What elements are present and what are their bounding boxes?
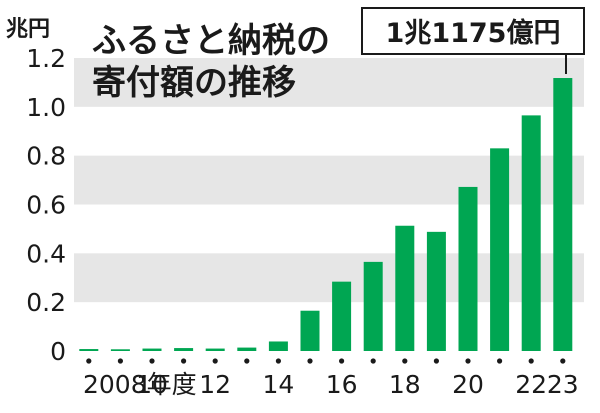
bar bbox=[79, 349, 99, 351]
bar bbox=[521, 115, 541, 351]
bar bbox=[395, 225, 415, 351]
x-tick-dot bbox=[307, 358, 313, 364]
bars bbox=[79, 78, 573, 351]
x-tick-dot bbox=[402, 358, 408, 364]
bar bbox=[300, 310, 320, 351]
x-tick-dot bbox=[212, 358, 218, 364]
chart-title-line1: ふるさと納税の bbox=[92, 21, 330, 61]
bar bbox=[458, 186, 478, 351]
y-axis-ticks: 0 0.2 0.4 0.6 0.8 1.0 1.2 bbox=[26, 44, 66, 366]
x-tick-dot bbox=[433, 358, 439, 364]
x-tick-dot bbox=[370, 358, 376, 364]
x-tick-label: 22 bbox=[515, 370, 547, 399]
x-tick-dot bbox=[275, 358, 281, 364]
y-tick-label: 0.6 bbox=[26, 191, 66, 220]
x-tick-label: 16 bbox=[326, 370, 358, 399]
bar bbox=[142, 348, 162, 351]
x-tick-dot bbox=[528, 358, 534, 364]
bar bbox=[110, 349, 130, 351]
y-tick-label: 0 bbox=[50, 337, 66, 366]
bar bbox=[426, 231, 446, 351]
bar bbox=[268, 341, 288, 351]
bar bbox=[490, 148, 510, 351]
x-tick-dot bbox=[244, 358, 250, 364]
x-tick-label: 12 bbox=[199, 370, 231, 399]
x-tick-label: 20 bbox=[452, 370, 484, 399]
x-tick-dot bbox=[86, 358, 92, 364]
x-tick-label: 18 bbox=[389, 370, 421, 399]
background-band bbox=[74, 58, 584, 107]
callout-label: 1兆1175億円 bbox=[386, 18, 561, 49]
y-tick-label: 1.0 bbox=[26, 93, 66, 122]
x-tick-dot bbox=[339, 358, 345, 364]
x-tick-dot bbox=[117, 358, 123, 364]
x-tick-dot bbox=[560, 358, 566, 364]
bar bbox=[363, 261, 383, 351]
x-tick-label: 10 bbox=[136, 370, 168, 399]
callout: 1兆1175億円 bbox=[361, 7, 585, 74]
x-tick-label: 14 bbox=[262, 370, 294, 399]
unit-label: 兆円 bbox=[6, 17, 50, 42]
x-tick-dot bbox=[465, 358, 471, 364]
chart-title-line2: 寄付額の推移 bbox=[92, 63, 296, 103]
bar bbox=[205, 348, 225, 351]
bar bbox=[174, 348, 194, 351]
y-tick-label: 0.8 bbox=[26, 142, 66, 171]
x-tick-dot bbox=[181, 358, 187, 364]
x-tick-dot bbox=[149, 358, 155, 364]
callout-box bbox=[361, 7, 585, 55]
x-tick-label: 2008年度 bbox=[83, 370, 197, 399]
y-tick-label: 0.4 bbox=[26, 239, 66, 268]
bar bbox=[553, 78, 573, 351]
y-tick-label: 1.2 bbox=[26, 44, 66, 73]
bar bbox=[237, 347, 257, 351]
y-tick-label: 0.2 bbox=[26, 288, 66, 317]
x-tick-dot bbox=[497, 358, 503, 364]
bar bbox=[332, 281, 352, 351]
x-tick-label: 23 bbox=[547, 370, 579, 399]
